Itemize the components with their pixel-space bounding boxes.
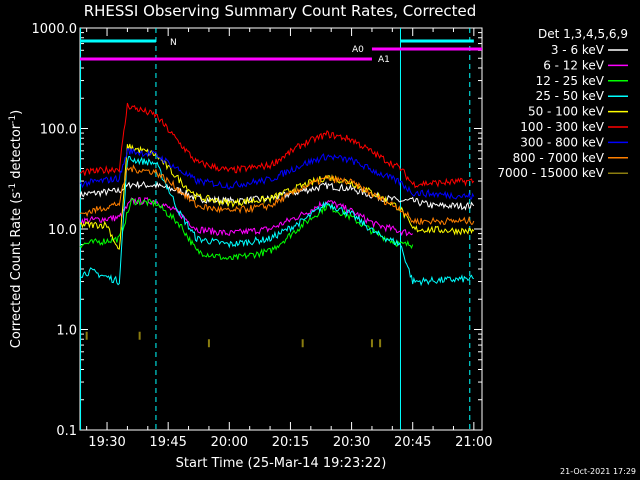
- timestamp: 21-Oct-2021 17:29: [560, 467, 636, 476]
- legend-50-100-kev-label: 50 - 100 keV: [528, 105, 605, 119]
- legend-6-12-kev-label: 6 - 12 keV: [543, 58, 605, 72]
- x-axis-ticks: 19:30 19:45 20:00 20:15 20:30 20:45 21:00: [86, 28, 493, 450]
- y-tick-label: 1.0: [56, 324, 77, 339]
- a1-label: A1: [378, 55, 390, 65]
- x-tick-label: 19:30: [88, 435, 125, 450]
- y-tick-label: 1000.0: [32, 22, 78, 37]
- night-label: N: [170, 38, 177, 48]
- y-tick-label: 10.0: [48, 223, 77, 238]
- series-25-50-kev-line: [79, 155, 475, 287]
- x-tick-label: 20:30: [333, 435, 370, 450]
- legend-7000-15000-kev-label: 7000 - 15000 keV: [497, 166, 604, 180]
- series-layer: [79, 102, 475, 348]
- legend-12-25-kev-label: 12 - 25 keV: [536, 74, 605, 88]
- legend-title: Det 1,3,4,5,6,9: [538, 27, 628, 41]
- y-axis-ticks: 0.1 1.0 10.0 100.0 1000.0: [32, 22, 482, 439]
- chart-title: RHESSI Observing Summary Count Rates, Co…: [84, 2, 477, 20]
- series-100-300-kev-line: [79, 102, 475, 189]
- series-12-25-kev-line: [79, 197, 414, 261]
- x-tick-label: 21:00: [455, 435, 492, 450]
- legend-100-300-kev-label: 100 - 300 keV: [520, 120, 604, 134]
- series-50-100-kev-line: [79, 143, 475, 250]
- y-tick-label: 0.1: [56, 424, 77, 439]
- y-tick-label: 100.0: [40, 123, 77, 138]
- x-tick-label: 19:45: [149, 435, 186, 450]
- x-tick-label: 20:45: [394, 435, 431, 450]
- x-tick-label: 20:15: [272, 435, 309, 450]
- plot-frame: [79, 27, 483, 431]
- legend-300-800-kev-label: 300 - 800 keV: [520, 135, 604, 149]
- series-800-7000-kev-line: [79, 164, 475, 226]
- x-axis-label: Start Time (25-Mar-14 19:23:22): [176, 456, 387, 471]
- legend-3-6-kev-label: 3 - 6 keV: [551, 43, 605, 57]
- series-6-12-kev-line: [79, 197, 414, 237]
- y-axis-label: Corrected Count Rate (s-1 detector-1): [8, 110, 24, 348]
- legend-800-7000-kev-label: 800 - 7000 keV: [513, 151, 605, 165]
- legend-25-50-kev-label: 25 - 50 keV: [536, 89, 605, 103]
- x-tick-label: 20:00: [211, 435, 248, 450]
- a0-label: A0: [352, 45, 364, 55]
- observing-markers: N A0 A1: [80, 28, 482, 430]
- series-300-800-kev-line: [79, 147, 475, 200]
